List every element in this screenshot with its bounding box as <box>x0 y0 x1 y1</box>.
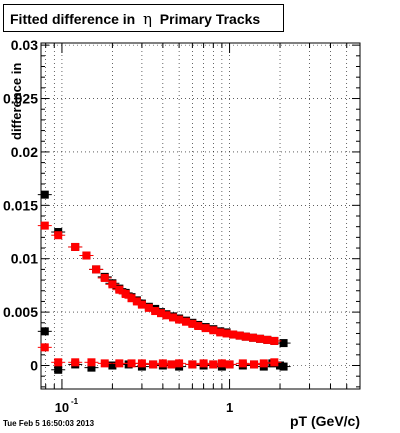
title-eta-symbol: η <box>143 10 153 28</box>
data-point-red <box>225 360 234 369</box>
data-point-red <box>87 358 96 367</box>
y-tick-label: 0.03 <box>11 37 38 53</box>
data-point-red <box>270 336 279 345</box>
plot-frame <box>40 42 361 390</box>
data-point-red <box>132 297 141 306</box>
data-point-red <box>250 360 259 369</box>
y-tick-label: 0 <box>30 358 38 374</box>
data-point-red <box>144 303 153 312</box>
data-point-red <box>92 265 101 274</box>
data-point-red <box>167 360 176 369</box>
data-point-red <box>209 326 218 335</box>
data-point-red <box>229 330 238 339</box>
data-point-red <box>249 333 258 342</box>
data-point-red <box>82 251 91 260</box>
data-point-red <box>108 280 117 289</box>
data-point-red <box>100 273 109 282</box>
data-point-red <box>158 359 167 368</box>
chart-title-box: Fitted difference in η Primary Tracks <box>3 4 284 32</box>
data-point-black <box>40 190 49 199</box>
data-point-red <box>270 358 279 367</box>
data-point-red <box>115 359 124 368</box>
data-point-red <box>149 360 158 369</box>
data-point-red <box>188 319 197 328</box>
data-point-red <box>54 231 63 240</box>
title-suffix: Primary Tracks <box>159 11 261 27</box>
x-tick-label: 10 <box>55 400 69 415</box>
data-point-black <box>40 327 49 336</box>
data-point-red <box>71 242 80 251</box>
data-point-red <box>127 359 136 368</box>
data-point-red <box>54 358 63 367</box>
y-tick-label: 0.005 <box>3 304 38 320</box>
data-point-red <box>235 331 244 340</box>
y-axis-label: difference in <box>9 62 24 140</box>
data-point-red <box>151 307 160 316</box>
data-point-red <box>209 360 218 369</box>
data-point-red <box>256 334 265 343</box>
data-point-red <box>238 359 247 368</box>
data-point-red <box>137 300 146 309</box>
data-point-black <box>279 362 288 371</box>
y-tick-label: 0.01 <box>11 251 38 267</box>
data-point-red <box>216 328 225 337</box>
data-point-red <box>259 359 268 368</box>
data-point-red <box>194 321 203 330</box>
data-point-red <box>71 358 80 367</box>
data-point-red <box>40 221 49 230</box>
data-point-red <box>162 311 171 320</box>
data-point-red <box>222 329 231 338</box>
data-point-black <box>279 339 288 348</box>
data-point-red <box>169 313 178 322</box>
y-tick-label: 0.025 <box>3 91 38 107</box>
data-point-red <box>201 324 210 333</box>
data-point-red <box>40 343 49 352</box>
data-point-red <box>121 289 130 298</box>
data-point-black <box>87 363 96 372</box>
chart-title: Fitted difference in η Primary Tracks <box>10 10 260 28</box>
y-tick-label: 0.02 <box>11 144 38 160</box>
data-point-red <box>188 360 197 369</box>
data-point-red <box>100 359 109 368</box>
data-point-red <box>175 315 184 324</box>
data-point-red <box>217 359 226 368</box>
data-point-red <box>157 309 166 318</box>
data-point-red <box>115 285 124 294</box>
data-point-red <box>175 359 184 368</box>
data-point-black <box>108 361 117 370</box>
data-point-red <box>127 294 136 303</box>
data-point-black <box>54 365 63 374</box>
data-point-red <box>137 359 146 368</box>
data-point-red <box>241 332 250 341</box>
data-point-red <box>182 317 191 326</box>
y-tick-label: 0.015 <box>3 197 38 213</box>
x-tick-exponent: -1 <box>71 397 79 406</box>
data-point-red <box>199 359 208 368</box>
x-axis-label: pT (GeV/c) <box>290 413 361 429</box>
data-point-red <box>263 335 272 344</box>
timestamp: Tue Feb 5 16:50:03 2013 <box>3 419 95 428</box>
title-prefix: Fitted difference in <box>10 11 136 27</box>
x-tick-label: 1 <box>226 400 233 415</box>
